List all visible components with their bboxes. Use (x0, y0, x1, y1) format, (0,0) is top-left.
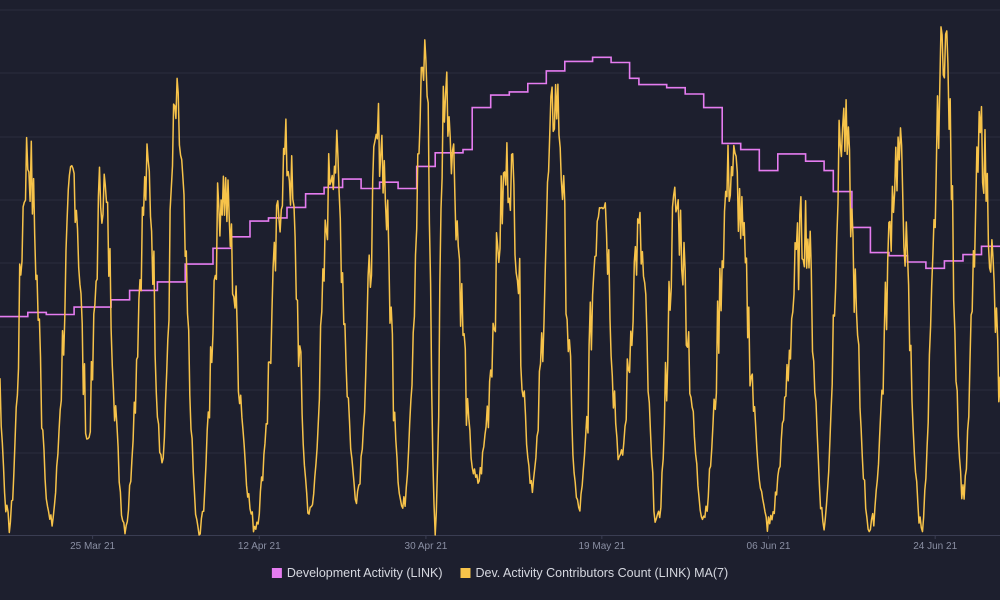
series-development-activity-line (0, 56, 1000, 318)
legend-item-1[interactable]: Dev. Activity Contributors Count (LINK) … (460, 566, 728, 580)
x-axis: 25 Mar 21 12 Apr 21 30 Apr 21 19 May 21 06 J… (70, 535, 958, 552)
series-layer (0, 26, 1000, 536)
legend-label-1: Dev. Activity Contributors Count (LINK) … (475, 566, 728, 580)
x-tick-label-3: 19 May 21 (579, 541, 626, 552)
legend-label-0: Development Activity (LINK) (287, 566, 443, 580)
series-contributors-ma7-line (0, 26, 1000, 536)
legend-swatch-0 (271, 568, 282, 578)
x-tick-label-1: 12 Apr 21 (238, 541, 281, 552)
legend[interactable]: Development Activity (LINK) Dev. Activity… (271, 566, 728, 580)
x-tick-label-2: 30 Apr 21 (405, 541, 448, 552)
x-tick-label-5: 24 Jun 21 (913, 541, 957, 552)
x-tick-label-0: 25 Mar 21 (70, 541, 115, 552)
legend-swatch-1 (460, 568, 471, 578)
legend-item-0[interactable]: Development Activity (LINK) (271, 566, 443, 580)
x-tick-label-4: 06 Jun 21 (747, 541, 791, 552)
